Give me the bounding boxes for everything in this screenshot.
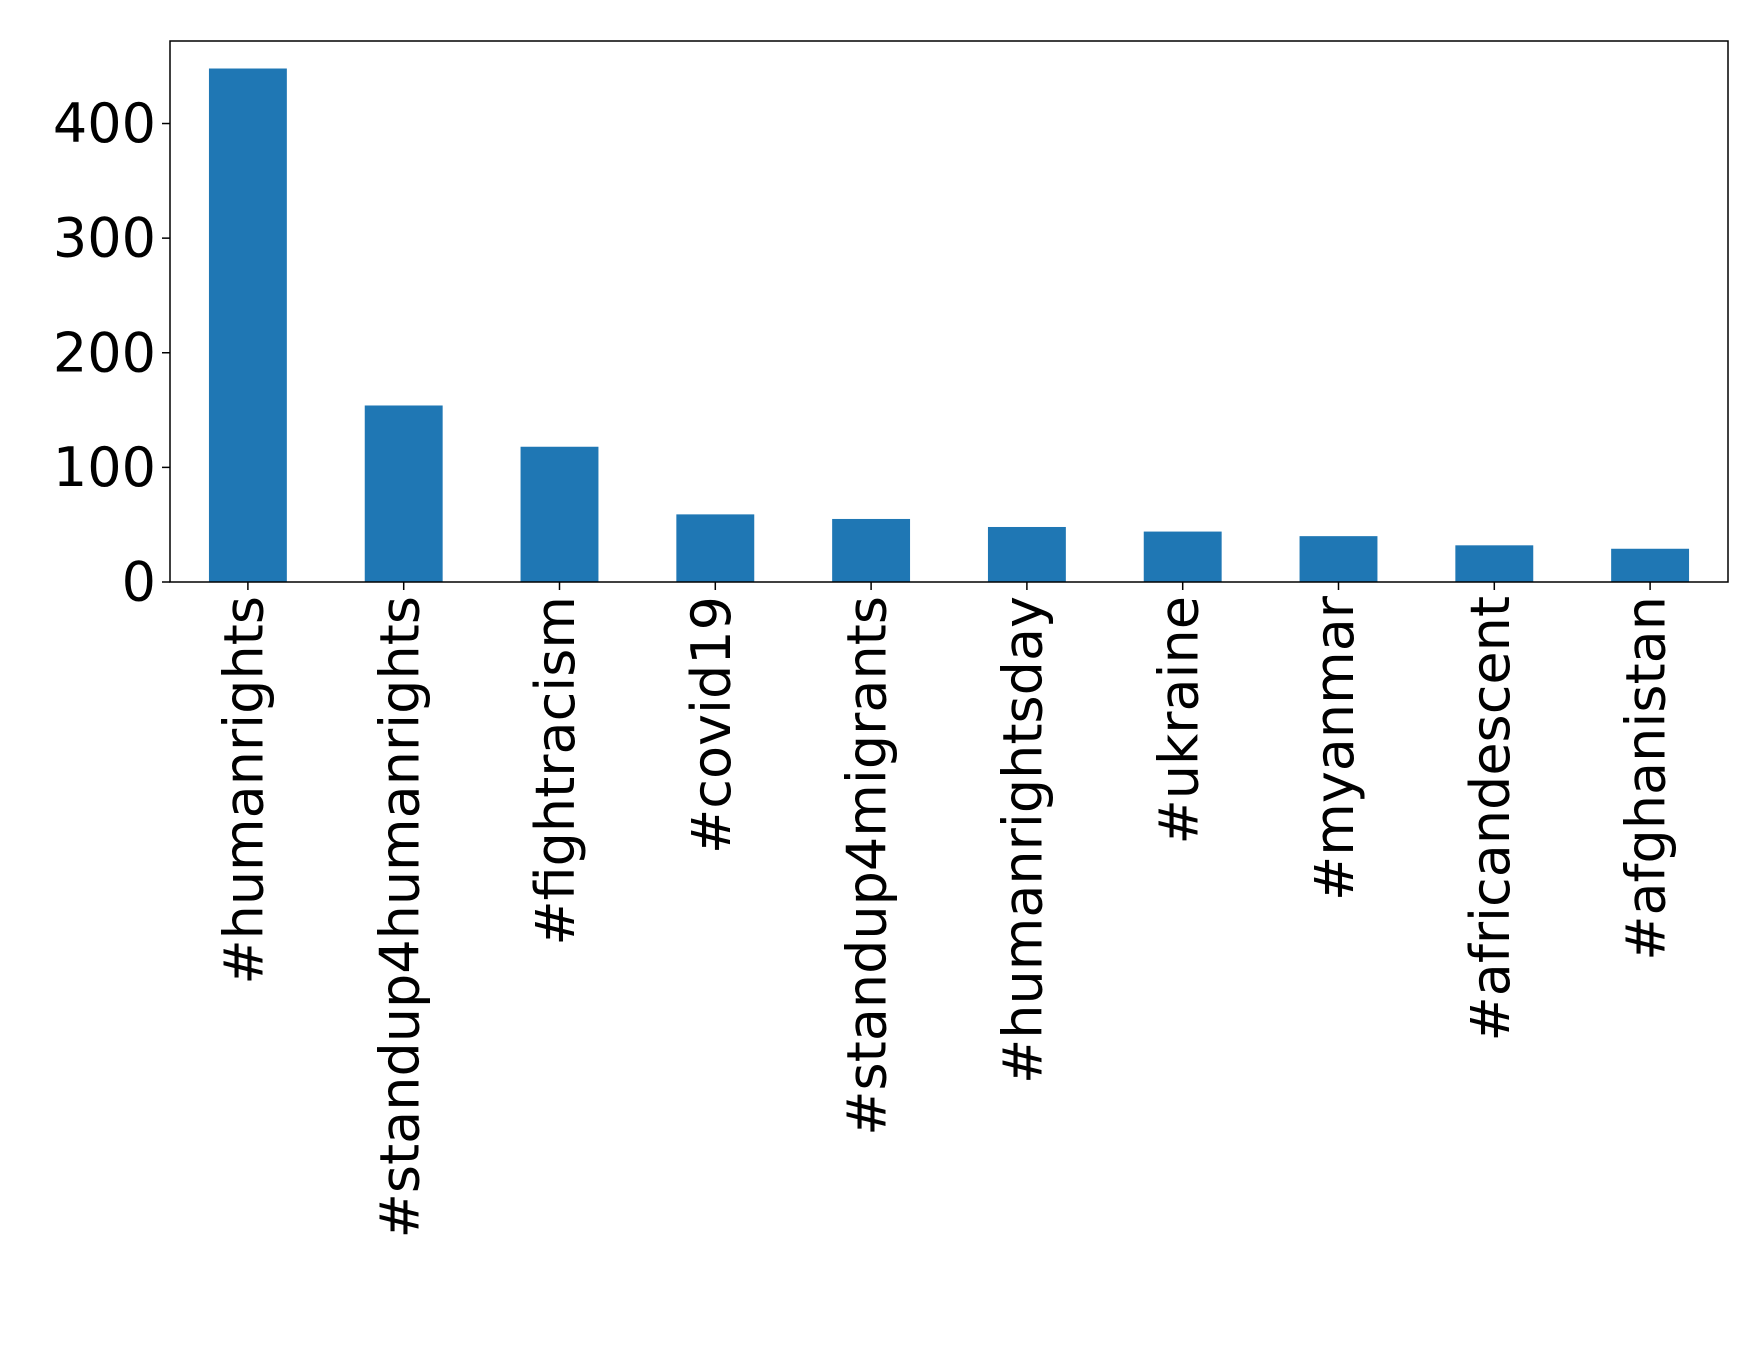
bar	[1611, 548, 1690, 582]
x-tick-label: #afghanistan	[1615, 596, 1678, 961]
x-tick-label: #fightracism	[524, 596, 587, 946]
x-tick-label: #covid19	[680, 596, 743, 854]
x-tick-label: #africandescent	[1459, 596, 1522, 1042]
x-tick-label: #standup4humanrights	[368, 596, 431, 1238]
x-tick-label: #ukraine	[1147, 596, 1210, 844]
y-tick-label: 300	[53, 207, 156, 270]
bar	[1143, 531, 1222, 582]
bar	[364, 405, 443, 582]
bar	[1455, 545, 1534, 582]
x-tick-label: #humanrights	[213, 596, 276, 985]
plot-frame	[169, 40, 1729, 583]
y-tick-label: 200	[53, 321, 156, 384]
bar	[208, 68, 287, 582]
y-tick-label: 100	[53, 436, 156, 499]
bar	[1299, 536, 1378, 582]
x-tick-label: #humanrightsday	[992, 596, 1055, 1084]
bar	[832, 518, 911, 582]
bar	[987, 526, 1066, 582]
bar	[520, 446, 599, 582]
x-tick-label: #myanmar	[1303, 595, 1366, 901]
y-tick-label: 0	[122, 551, 156, 614]
x-tick-label: #standup4migrants	[836, 596, 899, 1136]
bar	[676, 514, 755, 582]
y-tick-label: 400	[53, 92, 156, 155]
